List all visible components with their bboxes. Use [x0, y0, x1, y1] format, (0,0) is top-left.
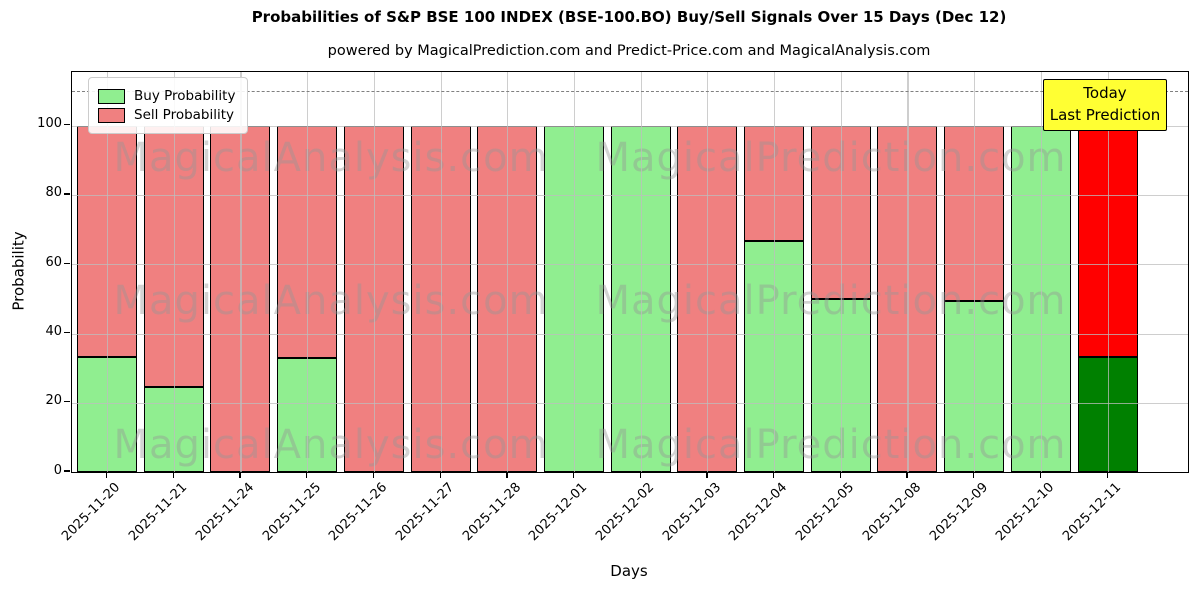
y-tick-label: 40: [45, 324, 62, 339]
vertical-gridline: [640, 72, 642, 472]
watermark-analysis: MagicalAnalysis.com: [113, 422, 549, 468]
x-tick-mark: [839, 472, 842, 478]
x-tick-mark: [973, 472, 975, 478]
chart-title: Probabilities of S&P BSE 100 INDEX (BSE-…: [251, 8, 1007, 26]
y-tick-label: 0: [53, 462, 62, 478]
x-tick-mark: [773, 472, 775, 478]
horizontal-gridline: [72, 333, 1188, 335]
vertical-gridline: [173, 72, 175, 472]
x-tick-label: 2025-12-02: [593, 480, 658, 545]
x-tick-label: 2025-12-05: [793, 480, 858, 545]
x-tick-label: 2025-12-03: [659, 480, 724, 545]
x-tick-label: 2025-11-20: [59, 480, 124, 545]
x-tick-mark: [106, 472, 108, 478]
vertical-gridline: [440, 72, 442, 472]
vertical-gridline: [774, 72, 776, 472]
watermark-layer: MagicalAnalysis.com MagicalPrediction.com…: [72, 72, 1188, 472]
vertical-gridline: [1040, 72, 1042, 472]
x-tick-mark: [572, 472, 575, 478]
y-axis-label: Probability: [10, 231, 29, 311]
vertical-gridline: [840, 72, 842, 472]
x-tick-label: 2025-12-10: [993, 480, 1058, 545]
plot-area: MagicalAnalysis.com MagicalPrediction.com…: [71, 71, 1189, 473]
x-axis-label: Days: [610, 562, 648, 580]
x-tick-label: 2025-12-04: [726, 480, 791, 545]
watermark-analysis: MagicalAnalysis.com: [113, 278, 549, 324]
upper-dashed-line: [72, 91, 1188, 92]
y-tick-label: 60: [45, 254, 62, 270]
today-annotation: Today Last Prediction: [1043, 79, 1167, 131]
annotation-line2: Last Prediction: [1049, 106, 1161, 124]
x-tick-mark: [639, 472, 641, 478]
x-tick-label: 2025-11-25: [259, 480, 324, 545]
x-tick-mark: [1106, 472, 1108, 478]
watermark-analysis: MagicalAnalysis.com: [113, 135, 549, 181]
vertical-gridline: [974, 72, 976, 472]
x-tick-label: 2025-12-09: [926, 480, 991, 545]
vertical-gridline: [107, 72, 109, 472]
vertical-gridline: [240, 72, 242, 472]
x-tick-mark: [706, 472, 708, 478]
x-tick-label: 2025-11-26: [326, 480, 391, 545]
y-tick-mark: [64, 124, 70, 126]
y-tick-label: 20: [45, 393, 62, 409]
vertical-gridline: [307, 72, 309, 472]
watermark-prediction: MagicalPrediction.com: [595, 135, 1067, 181]
x-tick-mark: [306, 472, 308, 478]
y-tick-mark: [64, 401, 70, 403]
vertical-gridline: [707, 72, 709, 472]
legend-row-sell: Sell Probability: [98, 107, 235, 123]
x-tick-mark: [239, 472, 241, 478]
y-tick-mark: [64, 331, 70, 334]
horizontal-gridline: [72, 264, 1188, 266]
x-tick-mark: [439, 472, 441, 478]
x-tick-label: 2025-12-01: [526, 480, 591, 545]
x-tick-label: 2025-11-28: [459, 480, 524, 545]
x-tick-mark: [172, 472, 175, 478]
horizontal-gridline: [72, 194, 1188, 197]
x-tick-label: 2025-11-21: [126, 480, 191, 545]
x-tick-mark: [506, 472, 508, 478]
watermark-prediction: MagicalPrediction.com: [595, 278, 1067, 324]
vertical-gridline: [573, 72, 576, 472]
chart-subtitle: powered by MagicalPrediction.com and Pre…: [327, 43, 931, 59]
x-tick-label: 2025-11-27: [393, 480, 458, 545]
y-tick-mark: [64, 262, 70, 264]
x-tick-mark: [372, 472, 375, 478]
x-tick-label: 2025-12-11: [1060, 480, 1125, 545]
x-tick-label: 2025-12-08: [859, 480, 925, 545]
horizontal-gridline: [72, 125, 1188, 127]
watermark-prediction: MagicalPrediction.com: [595, 422, 1067, 468]
sell-legend-label: Sell Probability: [134, 107, 235, 123]
buy-swatch: [98, 88, 125, 104]
legend: Buy Probability Sell Probability: [88, 77, 249, 134]
vertical-gridline: [373, 72, 375, 472]
sell-swatch: [98, 107, 125, 123]
annotation-line1: Today: [1083, 84, 1127, 103]
legend-row-buy: Buy Probability: [98, 88, 235, 104]
y-tick-mark: [64, 193, 70, 195]
vertical-gridline: [507, 72, 509, 472]
grid-layer: [72, 72, 1188, 472]
horizontal-gridline: [72, 402, 1188, 404]
vertical-gridline: [1107, 72, 1109, 472]
y-tick-label: 80: [45, 185, 62, 201]
buy-legend-label: Buy Probability: [134, 88, 236, 104]
x-tick-mark: [1039, 472, 1042, 478]
y-tick-mark: [64, 470, 70, 472]
x-tick-mark: [906, 472, 908, 478]
y-tick-label: 100: [37, 116, 62, 132]
x-tick-label: 2025-11-24: [192, 480, 258, 545]
vertical-gridline: [907, 72, 909, 472]
